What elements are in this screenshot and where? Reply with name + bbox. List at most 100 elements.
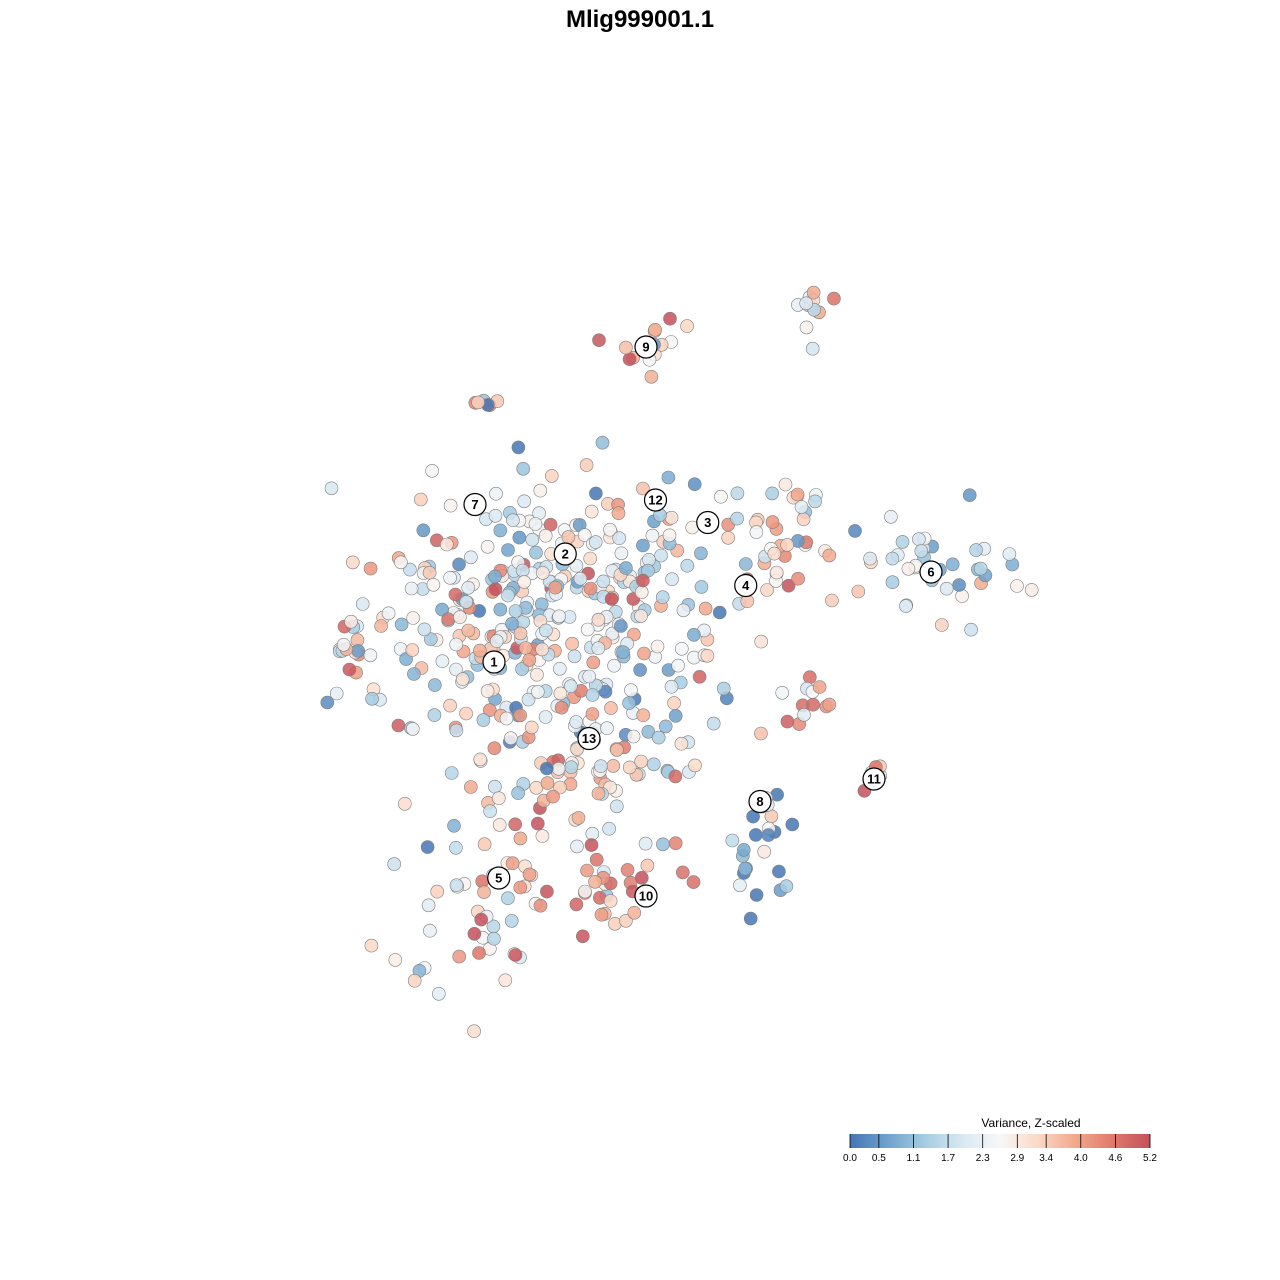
data-point [364,938,379,953]
data-point [573,571,588,586]
data-point [584,838,599,852]
cluster-label-9: 9 [634,335,658,359]
data-point [535,566,550,580]
data-point [641,724,656,739]
data-point [661,470,676,485]
data-point [668,769,683,784]
data-point [791,571,805,586]
cluster-label-circle [553,542,577,566]
data-point [780,714,795,729]
data-point [569,897,584,912]
data-point [885,575,900,590]
data-point [391,718,406,733]
data-points [320,285,1039,1038]
cluster-label-text: 7 [471,497,478,512]
data-point [584,504,599,519]
data-point [427,678,442,692]
data-point [674,736,689,751]
data-point [544,469,559,483]
data-point [712,605,727,620]
data-point [431,986,446,1001]
data-point [403,562,417,577]
color-legend: Variance, Z-scaled 0.0 0.5 1.1 1.7 2.3 2.9 3.4… [843,1116,1157,1164]
data-point [686,875,701,889]
data-point [336,637,351,652]
data-point [651,730,666,745]
data-point [591,612,606,627]
data-point [605,626,620,641]
data-point [530,816,545,831]
data-point [594,907,609,922]
data-point [588,535,603,549]
data-point [595,435,610,450]
data-point [671,658,685,673]
data-point [405,643,420,657]
cluster-label-text: 1 [490,655,497,670]
data-point [516,461,531,476]
data-point [612,531,627,546]
data-point [622,352,637,367]
data-point [423,632,438,647]
data-point [483,804,497,819]
legend-tick-label: 3.4 [1039,1153,1053,1164]
data-point [779,879,794,894]
cluster-label-text: 10 [639,889,653,904]
data-point [806,697,820,712]
cluster-label-text: 2 [562,547,569,562]
data-point [664,679,679,694]
data-point [687,627,701,642]
data-point [769,565,784,580]
data-point [680,319,694,333]
cluster-label-1: 1 [482,650,506,674]
data-point [554,700,569,715]
data-point [885,551,900,566]
data-point [748,828,763,842]
data-point [365,691,379,706]
data-point [656,837,670,852]
data-point [808,494,822,509]
data-point [822,697,837,712]
cluster-label-circle [643,488,668,512]
data-point [658,719,673,734]
data-point [688,758,702,773]
data-point [538,710,553,724]
data-point [596,574,611,589]
data-point [417,622,432,637]
data-point [441,612,456,627]
cluster-label-12: 12 [643,488,668,512]
data-point [439,537,454,552]
data-point [790,487,805,502]
data-point [422,565,437,580]
data-point [488,582,503,597]
data-point [453,610,467,624]
data-point [553,780,567,795]
data-point [962,488,977,503]
data-point [473,752,488,767]
data-point [528,517,543,531]
data-point [780,538,795,552]
data-point [609,799,624,814]
cluster-label-circle [696,510,720,535]
data-point [794,500,809,514]
data-point [822,548,837,563]
data-point [725,833,740,848]
data-point [420,840,435,854]
data-point [435,654,450,669]
data-point [513,880,528,895]
data-point [654,548,668,563]
data-point [552,661,567,676]
legend-tick-label: 4.6 [1108,1153,1122,1164]
cluster-label-13: 13 [577,726,601,751]
data-point [423,923,437,938]
data-point [512,530,527,545]
cluster-label-8: 8 [748,789,772,814]
data-point [600,721,614,736]
data-point [487,741,502,756]
data-point [508,817,523,832]
data-point [421,898,436,913]
legend-title: Variance, Z-scaled [981,1116,1080,1130]
data-point [492,818,507,832]
data-point [443,570,457,585]
cluster-label-text: 8 [756,794,763,809]
data-point [714,489,728,504]
